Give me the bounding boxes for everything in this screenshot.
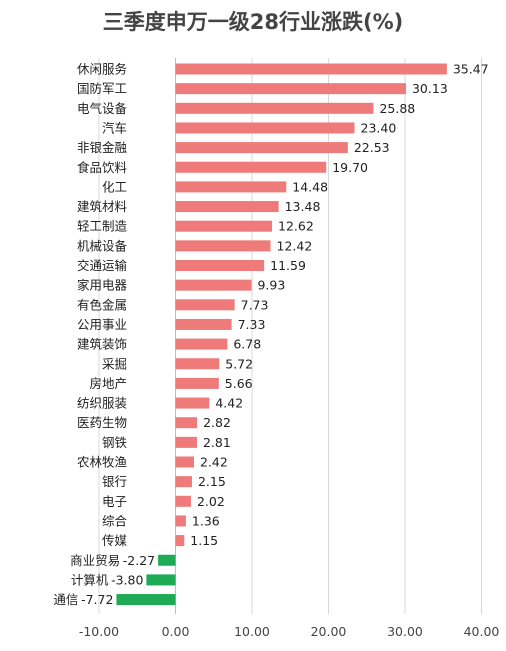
category-label: 非银金融 [77, 140, 128, 155]
data-label: 30.13 [412, 81, 448, 96]
data-label: 22.53 [354, 140, 390, 155]
data-label: 7.73 [241, 297, 269, 312]
data-label: 2.82 [203, 415, 231, 430]
x-tick-label: 40.00 [464, 624, 500, 639]
category-label: 房地产 [89, 376, 127, 391]
data-label: 2.42 [200, 455, 228, 470]
x-tick-label: 20.00 [311, 624, 347, 639]
data-label: 2.81 [203, 435, 231, 450]
category-label: 国防军工 [77, 81, 127, 96]
bar [175, 279, 252, 291]
category-label: 化工 [102, 179, 127, 194]
category-label: 公用事业 [77, 317, 127, 332]
data-label: 23.40 [361, 120, 397, 135]
category-label: 钢铁 [102, 435, 128, 450]
bar [175, 122, 355, 134]
data-label: 1.15 [190, 533, 218, 548]
category-label: 电子 [102, 494, 127, 509]
category-label: 传媒 [102, 533, 128, 548]
data-label: 4.42 [215, 396, 243, 411]
bar [175, 436, 197, 448]
category-label: 医药生物 [77, 415, 127, 430]
data-label: -3.80 [111, 572, 143, 587]
category-label: 建筑材料 [77, 199, 128, 214]
data-label: 35.47 [453, 62, 489, 77]
bar [158, 554, 176, 566]
data-label: 13.48 [285, 199, 321, 214]
data-label: -2.27 [123, 553, 155, 568]
category-label: 家用电器 [77, 278, 128, 293]
bar [175, 240, 271, 252]
bar [175, 476, 192, 488]
data-label: 5.72 [225, 356, 253, 371]
data-label: 12.42 [277, 238, 313, 253]
data-label: 25.88 [379, 101, 415, 116]
x-tick-label: 0.00 [162, 624, 190, 639]
category-label: 休闲服务 [77, 62, 127, 77]
bar [175, 63, 447, 75]
bar [175, 220, 273, 232]
data-label: -7.72 [81, 592, 113, 607]
data-label: 5.66 [225, 376, 253, 391]
chart-title: 三季度申万一级28行业涨跌(%) [102, 10, 404, 34]
data-label: 12.62 [278, 219, 314, 234]
bar [175, 338, 228, 350]
bar [146, 574, 176, 586]
bar [175, 181, 287, 193]
data-label: 9.93 [257, 278, 285, 293]
bar [175, 397, 210, 409]
category-label: 通信 [53, 592, 78, 607]
category-label: 纺织服装 [77, 396, 127, 411]
data-label: 7.33 [238, 317, 266, 332]
data-label: 2.02 [197, 494, 225, 509]
bar [175, 260, 265, 271]
data-label: 11.59 [270, 258, 306, 273]
bar [175, 535, 185, 547]
x-tick-label: -10.00 [79, 624, 119, 639]
bar [175, 83, 406, 95]
category-label: 商业贸易 [70, 553, 120, 568]
bar [175, 201, 279, 213]
bar [175, 318, 232, 330]
bar [175, 377, 219, 389]
bar [116, 594, 176, 606]
bar [175, 102, 374, 114]
category-label: 采掘 [102, 356, 127, 371]
category-label: 银行 [102, 474, 127, 489]
category-label: 汽车 [102, 120, 127, 135]
bar [175, 358, 220, 370]
category-label: 轻工制造 [77, 219, 128, 234]
category-label: 综合 [102, 513, 128, 528]
data-label: 6.78 [233, 337, 261, 352]
category-label: 电气设备 [77, 101, 128, 116]
data-label: 2.15 [198, 474, 226, 489]
category-label: 机械设备 [77, 238, 128, 253]
data-label: 1.36 [192, 513, 220, 528]
data-label: 19.70 [332, 160, 368, 175]
category-label: 有色金属 [77, 297, 127, 312]
category-label: 食品饮料 [77, 160, 128, 175]
bar [175, 299, 235, 311]
category-label: 计算机 [71, 572, 109, 587]
data-label: 14.48 [292, 179, 328, 194]
bar [175, 142, 348, 154]
bar [175, 417, 198, 429]
category-label: 交通运输 [77, 258, 128, 273]
x-tick-label: 30.00 [387, 624, 423, 639]
x-tick-label: 10.00 [234, 624, 270, 639]
category-label: 农林牧渔 [77, 455, 127, 470]
bar [175, 456, 195, 468]
bar [175, 161, 327, 173]
category-label: 建筑装饰 [77, 337, 127, 352]
bar [175, 495, 191, 507]
bar [175, 515, 186, 527]
